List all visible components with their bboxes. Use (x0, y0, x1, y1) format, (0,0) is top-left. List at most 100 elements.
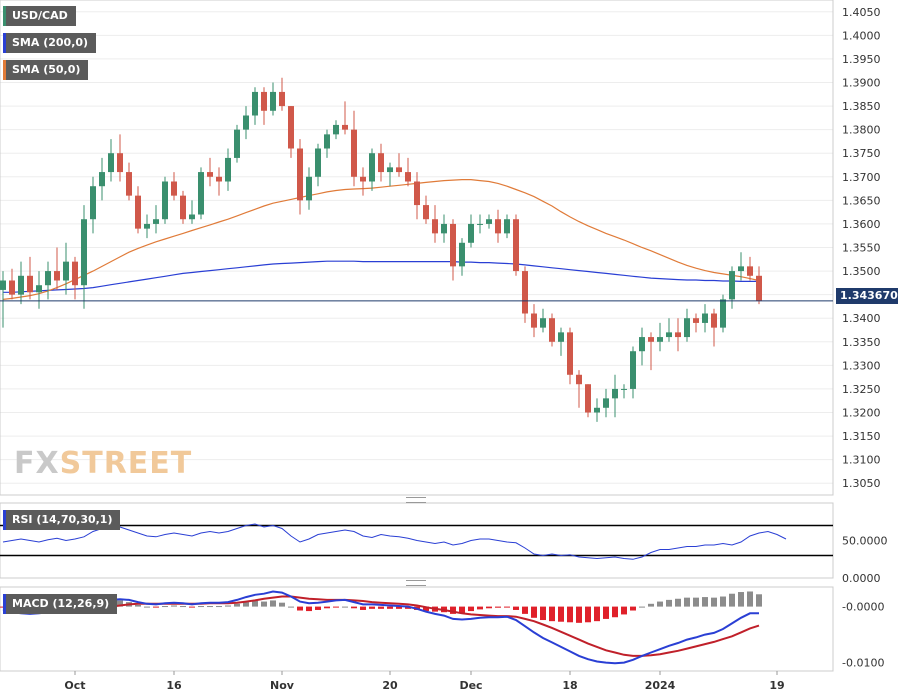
price-tick-label: 1.4050 (842, 6, 881, 19)
candle (423, 195, 429, 224)
candle-body (243, 115, 249, 130)
candle-body (72, 261, 78, 286)
candle-body (54, 271, 60, 281)
price-tick-label: 1.3700 (842, 171, 881, 184)
candle-body (378, 153, 384, 173)
candle-body (342, 124, 348, 130)
candle (225, 148, 231, 191)
candle-body (45, 271, 51, 286)
price-tick-label: 1.3950 (842, 53, 881, 66)
candle-body (198, 172, 204, 215)
candle-body (126, 172, 132, 196)
pane-resize-handle[interactable] (406, 497, 426, 503)
macd-histogram-bar (135, 604, 141, 607)
candle (513, 214, 519, 276)
macd-histogram-bar (540, 606, 546, 621)
candle-body (621, 388, 627, 390)
candle (630, 346, 636, 399)
macd-histogram-bar (531, 606, 537, 618)
candle-body (306, 176, 312, 201)
rsi-line (2, 523, 787, 560)
candle (648, 332, 654, 371)
candle (405, 157, 411, 187)
candle-body (180, 195, 186, 220)
macd-histogram-bar (747, 591, 753, 607)
candle (684, 308, 690, 342)
macd-histogram-bar (243, 602, 249, 607)
macd-histogram-bar (405, 606, 411, 609)
macd-histogram-bar (522, 606, 528, 614)
macd-histogram-bar (288, 606, 294, 608)
candle (549, 313, 555, 347)
candle-body (63, 261, 69, 281)
candle-body (99, 172, 105, 187)
candle (45, 261, 51, 300)
candle-body (450, 223, 456, 267)
price-tick-label: 1.3300 (842, 359, 881, 372)
candle-body (81, 219, 87, 286)
price-tick-label: 1.3800 (842, 124, 881, 137)
legend-rsi[interactable]: RSI (14,70,30,1) (3, 510, 121, 530)
legend-usdcad[interactable]: USD/CAD (3, 6, 76, 26)
macd-histogram-bar (639, 606, 645, 608)
legend-label: RSI (14,70,30,1) (12, 513, 113, 526)
price-axis: 1.4050 1.4000 1.3950 1.3900 1.3850 1.3800 1.37… (842, 6, 881, 490)
rsi-axis: 50.0000 0.0000 (842, 535, 888, 586)
candle-body (297, 148, 303, 201)
candle (0, 271, 6, 328)
candle (369, 148, 375, 191)
macd-histogram-bar (234, 603, 240, 607)
candle (144, 214, 150, 239)
macd-histogram-bar (153, 606, 159, 608)
macd-tick-label: -0.0000 (842, 601, 884, 614)
time-tick-label: 2024 (645, 679, 676, 692)
candle (657, 322, 663, 352)
price-pane (0, 0, 834, 496)
price-tick-label: 1.3350 (842, 336, 881, 349)
candle (108, 139, 114, 182)
macd-histogram-bar (648, 603, 654, 607)
candle (396, 153, 402, 177)
candle (531, 304, 537, 338)
candle (207, 157, 213, 187)
macd-histogram-bar (360, 606, 366, 610)
candle-body (162, 181, 168, 220)
time-axis: Oct 16 Nov 20 Dec 18 2024 19 (64, 671, 785, 692)
candle (315, 143, 321, 187)
price-tick-label: 1.3600 (842, 218, 881, 231)
macd-histogram-bar (270, 600, 276, 607)
time-tick-label: Oct (64, 679, 85, 692)
macd-histogram-bar (729, 593, 735, 607)
candle (540, 308, 546, 333)
candle-body (207, 172, 213, 177)
grid (0, 11, 833, 484)
pane-resize-handle[interactable] (406, 580, 426, 586)
candle (162, 176, 168, 224)
macd-histogram-bar (594, 606, 600, 622)
candle-body (630, 351, 636, 389)
macd-histogram-bar (666, 599, 672, 607)
macd-histogram-bar (630, 606, 636, 611)
legend-macd[interactable]: MACD (12,26,9) (3, 594, 118, 614)
price-tick-label: 1.3750 (842, 147, 881, 160)
candle-body (108, 153, 114, 173)
candle (189, 200, 195, 224)
candle-body (675, 332, 681, 338)
candle (171, 172, 177, 201)
time-tick-label: 19 (769, 679, 784, 692)
macd-histogram-bar (315, 606, 321, 610)
legend-sma200[interactable]: SMA (200,0) (3, 33, 97, 53)
legend-sma50[interactable]: SMA (50,0) (3, 60, 89, 80)
candle (234, 124, 240, 163)
candle-body (0, 280, 6, 290)
macd-histogram-bar (738, 592, 744, 607)
macd-histogram-bar (333, 606, 339, 608)
candle (450, 219, 456, 281)
candle (342, 101, 348, 135)
candle-body (324, 134, 330, 149)
rsi-tick-label: 50.0000 (842, 535, 888, 548)
price-tick-label: 1.3400 (842, 312, 881, 325)
candle-series (0, 77, 762, 422)
candle (198, 167, 204, 220)
